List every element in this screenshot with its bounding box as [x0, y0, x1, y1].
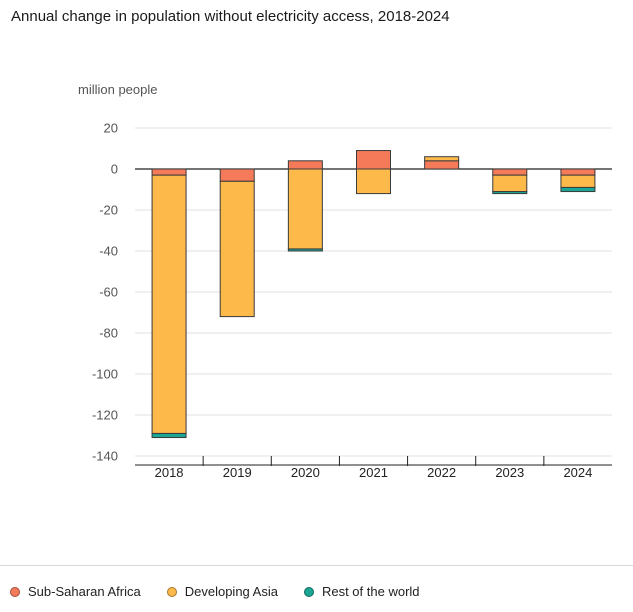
- bar-segment-2024-1: [560, 174, 596, 188]
- bar-segment-2020-2: [287, 248, 323, 252]
- bar-segment-2018-2: [151, 432, 187, 439]
- y-tick-label: -140: [92, 449, 118, 464]
- x-axis: 2018 2019 2020 2021 2022 2023 2024: [135, 456, 612, 480]
- legend-item: Rest of the world: [303, 584, 420, 599]
- y-tick-label: -60: [99, 285, 118, 300]
- bar-segment-2024-2: [560, 186, 596, 193]
- bar-segment-2020-0: [287, 160, 323, 170]
- y-tick-label: 20: [104, 121, 118, 136]
- bars: [151, 150, 596, 439]
- y-axis-unit-label: million people: [78, 82, 158, 97]
- y-tick-label: -20: [99, 203, 118, 218]
- bar-segment-2022-1: [424, 156, 460, 162]
- legend-divider: [0, 565, 633, 566]
- y-axis-ticks: 20 0 -20 -40 -60 -80 -100 -120 -140: [92, 121, 118, 464]
- y-tick-label: 0: [111, 162, 118, 177]
- bar-segment-2020-1: [287, 168, 323, 250]
- bar-segment-2022-0: [424, 160, 460, 170]
- bar-segment-2023-0: [492, 168, 528, 176]
- legend-swatch: [166, 586, 177, 597]
- bar-segment-2019-1: [219, 180, 255, 318]
- stacked-bar-chart: 20 0 -20 -40 -60 -80 -100 -120 -140 2018 2019 2020…: [92, 121, 612, 480]
- legend-swatch: [10, 586, 20, 597]
- bar-segment-2023-1: [492, 174, 528, 193]
- bar-segment-2021-0: [356, 150, 391, 170]
- bar-segment-2021-1: [356, 168, 391, 195]
- y-tick-label: -120: [92, 408, 118, 423]
- legend: Sub-Saharan Africa Developing Asia Rest of…: [10, 584, 446, 599]
- bar-segment-2018-0: [151, 168, 187, 176]
- x-tick-label: 2020: [291, 465, 320, 480]
- legend-label: Sub-Saharan Africa: [28, 584, 141, 599]
- legend-item: Developing Asia: [166, 584, 278, 599]
- bar-segment-2023-2: [492, 191, 528, 195]
- legend-item: Sub-Saharan Africa: [10, 584, 141, 599]
- chart-title: Annual change in population without elec…: [11, 8, 450, 25]
- legend-swatch: [303, 586, 314, 597]
- x-tick-label: 2019: [223, 465, 252, 480]
- y-tick-label: -80: [99, 326, 118, 341]
- y-tick-label: -40: [99, 244, 118, 259]
- bar-segment-2018-1: [151, 174, 187, 434]
- x-tick-label: 2021: [359, 465, 388, 480]
- x-tick-label: 2022: [427, 465, 456, 480]
- x-tick-label: 2024: [563, 465, 592, 480]
- legend-label: Rest of the world: [321, 584, 420, 599]
- y-tick-label: -100: [92, 367, 118, 382]
- bar-segment-2024-0: [560, 168, 596, 176]
- bar-segment-2019-0: [219, 168, 255, 182]
- x-tick-label: 2023: [495, 465, 524, 480]
- legend-label: Developing Asia: [184, 584, 278, 599]
- x-tick-label: 2018: [155, 465, 184, 480]
- gridlines: [135, 127, 612, 457]
